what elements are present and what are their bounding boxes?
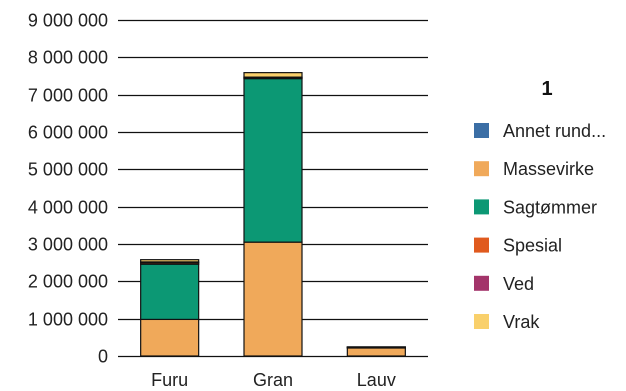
y-tick-label: 5 000 000 — [28, 160, 108, 180]
legend-label: Ved — [503, 274, 534, 294]
y-tick-label: 1 000 000 — [28, 310, 108, 330]
bar-segment — [346, 346, 406, 357]
bars — [140, 72, 406, 357]
legend-swatch — [474, 314, 489, 329]
legend-swatch — [474, 199, 489, 215]
bar-segment — [140, 318, 200, 357]
y-tick-label: 6 000 000 — [28, 123, 108, 143]
legend-label: Vrak — [503, 312, 540, 332]
bar-segment — [140, 263, 200, 321]
bar-segment — [140, 259, 200, 263]
legend-swatch — [474, 275, 489, 291]
y-tick-label: 8 000 000 — [28, 48, 108, 68]
bar-segment — [243, 72, 303, 78]
legend-label: Massevirke — [503, 159, 594, 179]
x-category-label: Gran — [253, 370, 293, 390]
legend-label: Annet rund... — [503, 121, 606, 141]
legend-swatch — [474, 161, 489, 177]
legend-label: Sagtømmer — [503, 197, 597, 217]
bar-segment — [243, 241, 303, 357]
y-tick-label: 7 000 000 — [28, 86, 108, 106]
legend-label: Spesial — [503, 236, 562, 256]
x-axis-category-labels: Furu Gran Lauv — [151, 370, 396, 390]
legend: 1 Annet rund... Massevirke Sagtømmer Spesia… — [474, 78, 606, 332]
y-tick-label: 2 000 000 — [28, 272, 108, 292]
y-tick-label: 3 000 000 — [28, 235, 108, 255]
x-category-label: Lauv — [357, 370, 396, 390]
legend-swatch — [474, 237, 489, 253]
legend-title: 1 — [541, 78, 552, 100]
x-category-label: Furu — [151, 370, 188, 390]
y-tick-label: 9 000 000 — [28, 11, 108, 31]
bar-segment — [243, 78, 303, 243]
y-tick-label: 4 000 000 — [28, 198, 108, 218]
legend-swatch — [474, 123, 489, 138]
bar-segment — [346, 346, 406, 349]
y-axis-tick-labels: 0 1 000 000 2 000 000 3 000 000 4 000 000 5 0… — [28, 11, 108, 367]
y-tick-label: 0 — [98, 347, 108, 367]
